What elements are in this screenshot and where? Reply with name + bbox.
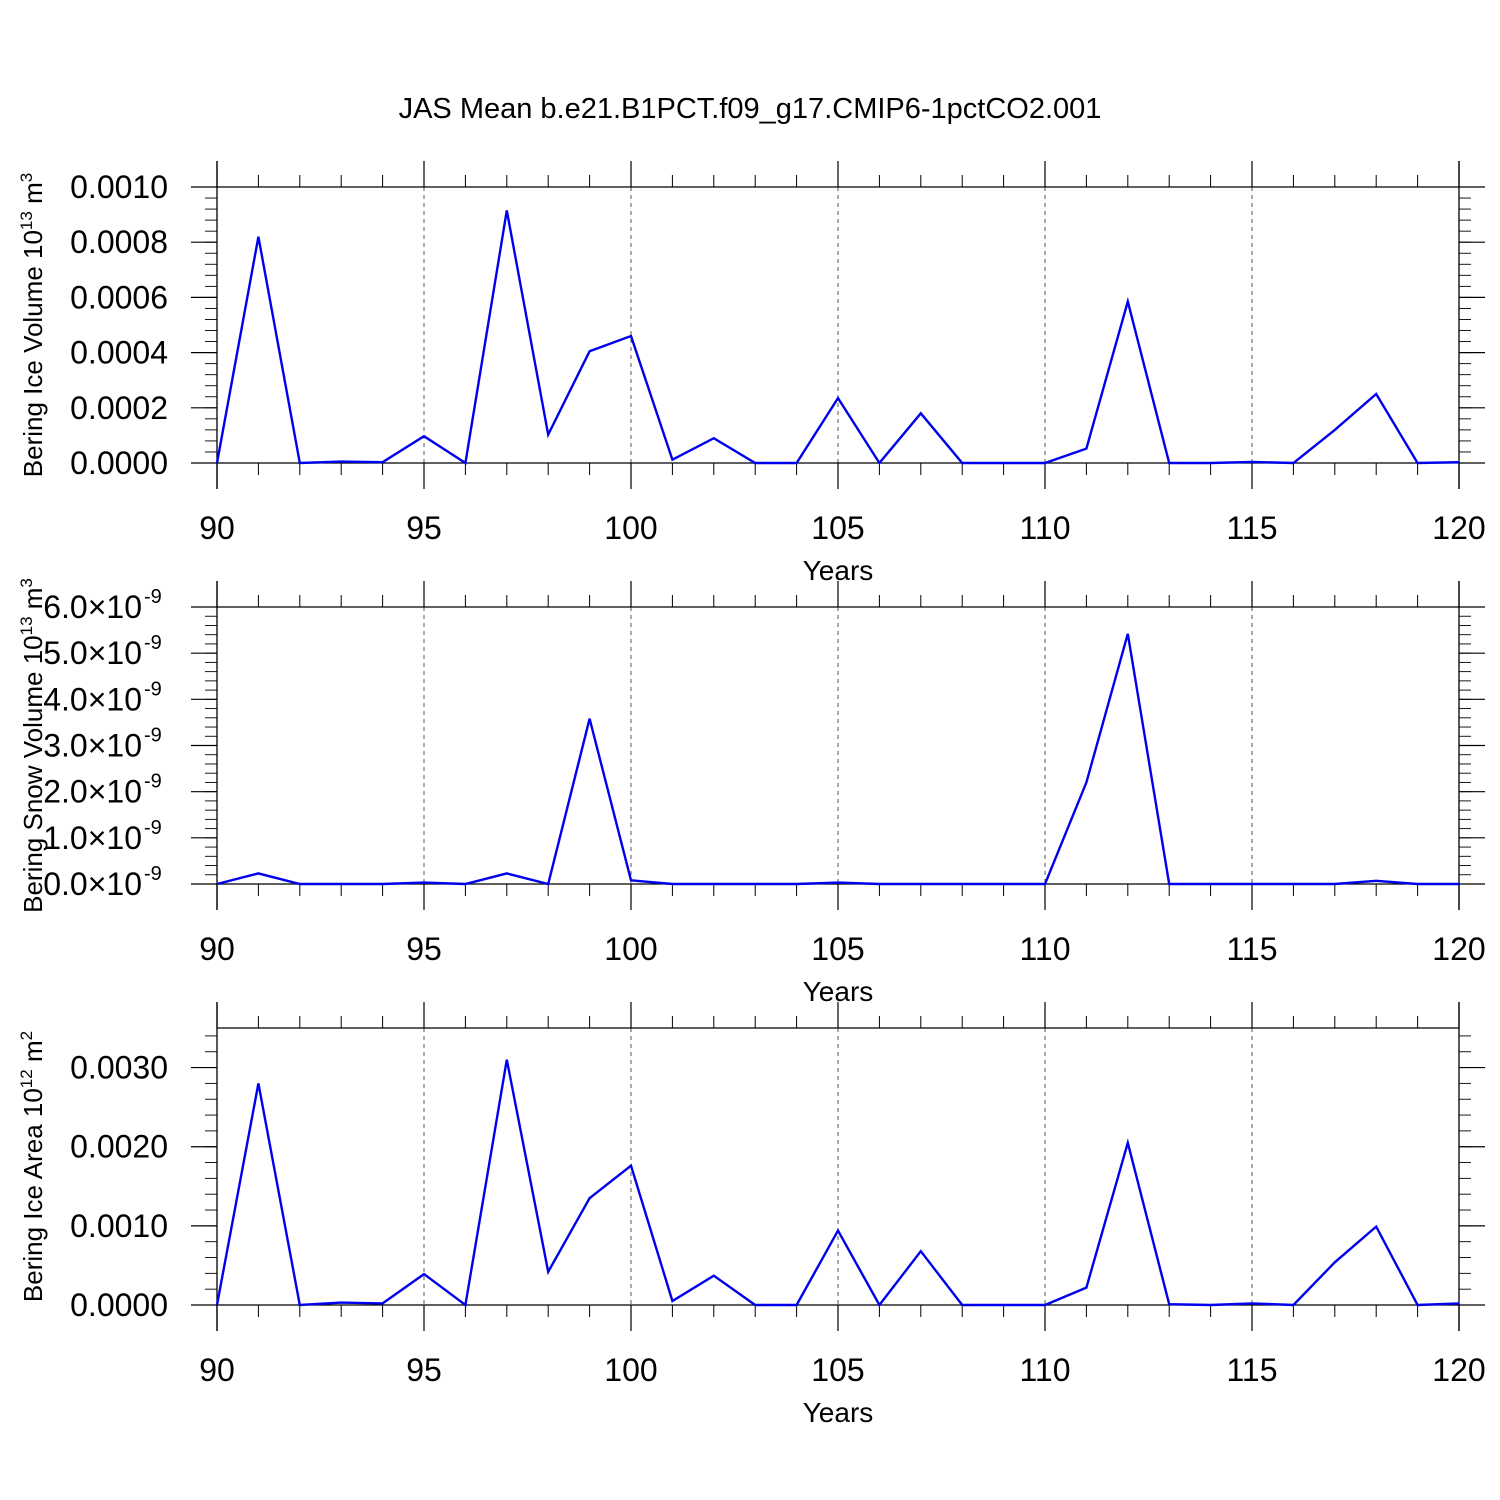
y-tick-label: 0.0×10 (43, 866, 142, 902)
y-tick-exponent: -9 (144, 632, 162, 654)
x-tick-label: 110 (1019, 931, 1070, 967)
y-tick-exponent: -9 (144, 725, 162, 747)
x-axis-label: Years (803, 976, 874, 1007)
x-tick-label: 115 (1226, 1352, 1277, 1388)
y-axis-label: Bering Ice Area 1012 m2 (17, 1031, 48, 1302)
x-tick-label: 95 (406, 1352, 442, 1388)
x-tick-label: 115 (1226, 931, 1277, 967)
y-tick-label: 0.0010 (70, 1208, 168, 1244)
y-tick-label: 0.0010 (70, 169, 168, 205)
x-axis-label: Years (803, 555, 874, 586)
x-tick-label: 120 (1432, 931, 1485, 967)
x-tick-label: 115 (1226, 510, 1277, 546)
x-axis-label: Years (803, 1397, 874, 1428)
y-tick-label: 0.0030 (70, 1050, 168, 1086)
series-line (215, 210, 1460, 466)
chart-title: JAS Mean b.e21.B1PCT.f09_g17.CMIP6-1pctC… (398, 93, 1102, 125)
x-tick-label: 105 (811, 510, 864, 546)
x-tick-label: 120 (1432, 510, 1485, 546)
x-tick-label: 100 (604, 1352, 657, 1388)
x-tick-label: 90 (199, 510, 235, 546)
x-tick-label: 120 (1432, 1352, 1485, 1388)
y-tick-exponent: -9 (144, 771, 162, 793)
x-tick-label: 95 (406, 510, 442, 546)
y-tick-exponent: -9 (144, 817, 162, 839)
panel-3: 90 95 100 105 110 115 120 Years 0.0000 0.0010 0.00… (17, 1002, 1486, 1428)
y-tick-label: 0.0020 (70, 1129, 168, 1165)
y-tick-label: 0.0006 (70, 279, 168, 315)
panel-1: 90 95 100 105 110 115 120 Years 0.0000 0.0002 0.00… (17, 161, 1486, 586)
y-tick-label: 0.0000 (70, 1287, 168, 1323)
y-tick-label: 0.0004 (70, 335, 168, 371)
y-tick-label: 6.0×10 (43, 589, 142, 625)
y-axis-label: Bering Ice Volume 1013 m3 (17, 173, 48, 477)
x-tick-label: 95 (406, 931, 442, 967)
x-tick-label: 100 (604, 931, 657, 967)
x-tick-label: 110 (1019, 510, 1070, 546)
x-tick-label: 105 (811, 931, 864, 967)
y-tick-label: 0.0002 (70, 390, 168, 426)
y-axis-label: Bering Snow Volume 1013 m3 (17, 578, 48, 913)
y-tick-label: 2.0×10 (43, 774, 142, 810)
y-tick-label: 3.0×10 (43, 728, 142, 764)
x-tick-label: 90 (199, 1352, 235, 1388)
x-tick-label: 105 (811, 1352, 864, 1388)
y-tick-label: 1.0×10 (43, 820, 142, 856)
y-tick-exponent: -9 (144, 586, 162, 608)
x-tick-label: 110 (1019, 1352, 1070, 1388)
y-tick-exponent: -9 (144, 863, 162, 885)
y-tick-label: 4.0×10 (43, 681, 142, 717)
x-tick-label: 90 (199, 931, 235, 967)
y-tick-label: 5.0×10 (43, 635, 142, 671)
y-tick-label: 0.0000 (70, 445, 168, 481)
y-tick-label: 0.0008 (70, 224, 168, 260)
x-tick-label: 100 (604, 510, 657, 546)
y-tick-exponent: -9 (144, 678, 162, 700)
